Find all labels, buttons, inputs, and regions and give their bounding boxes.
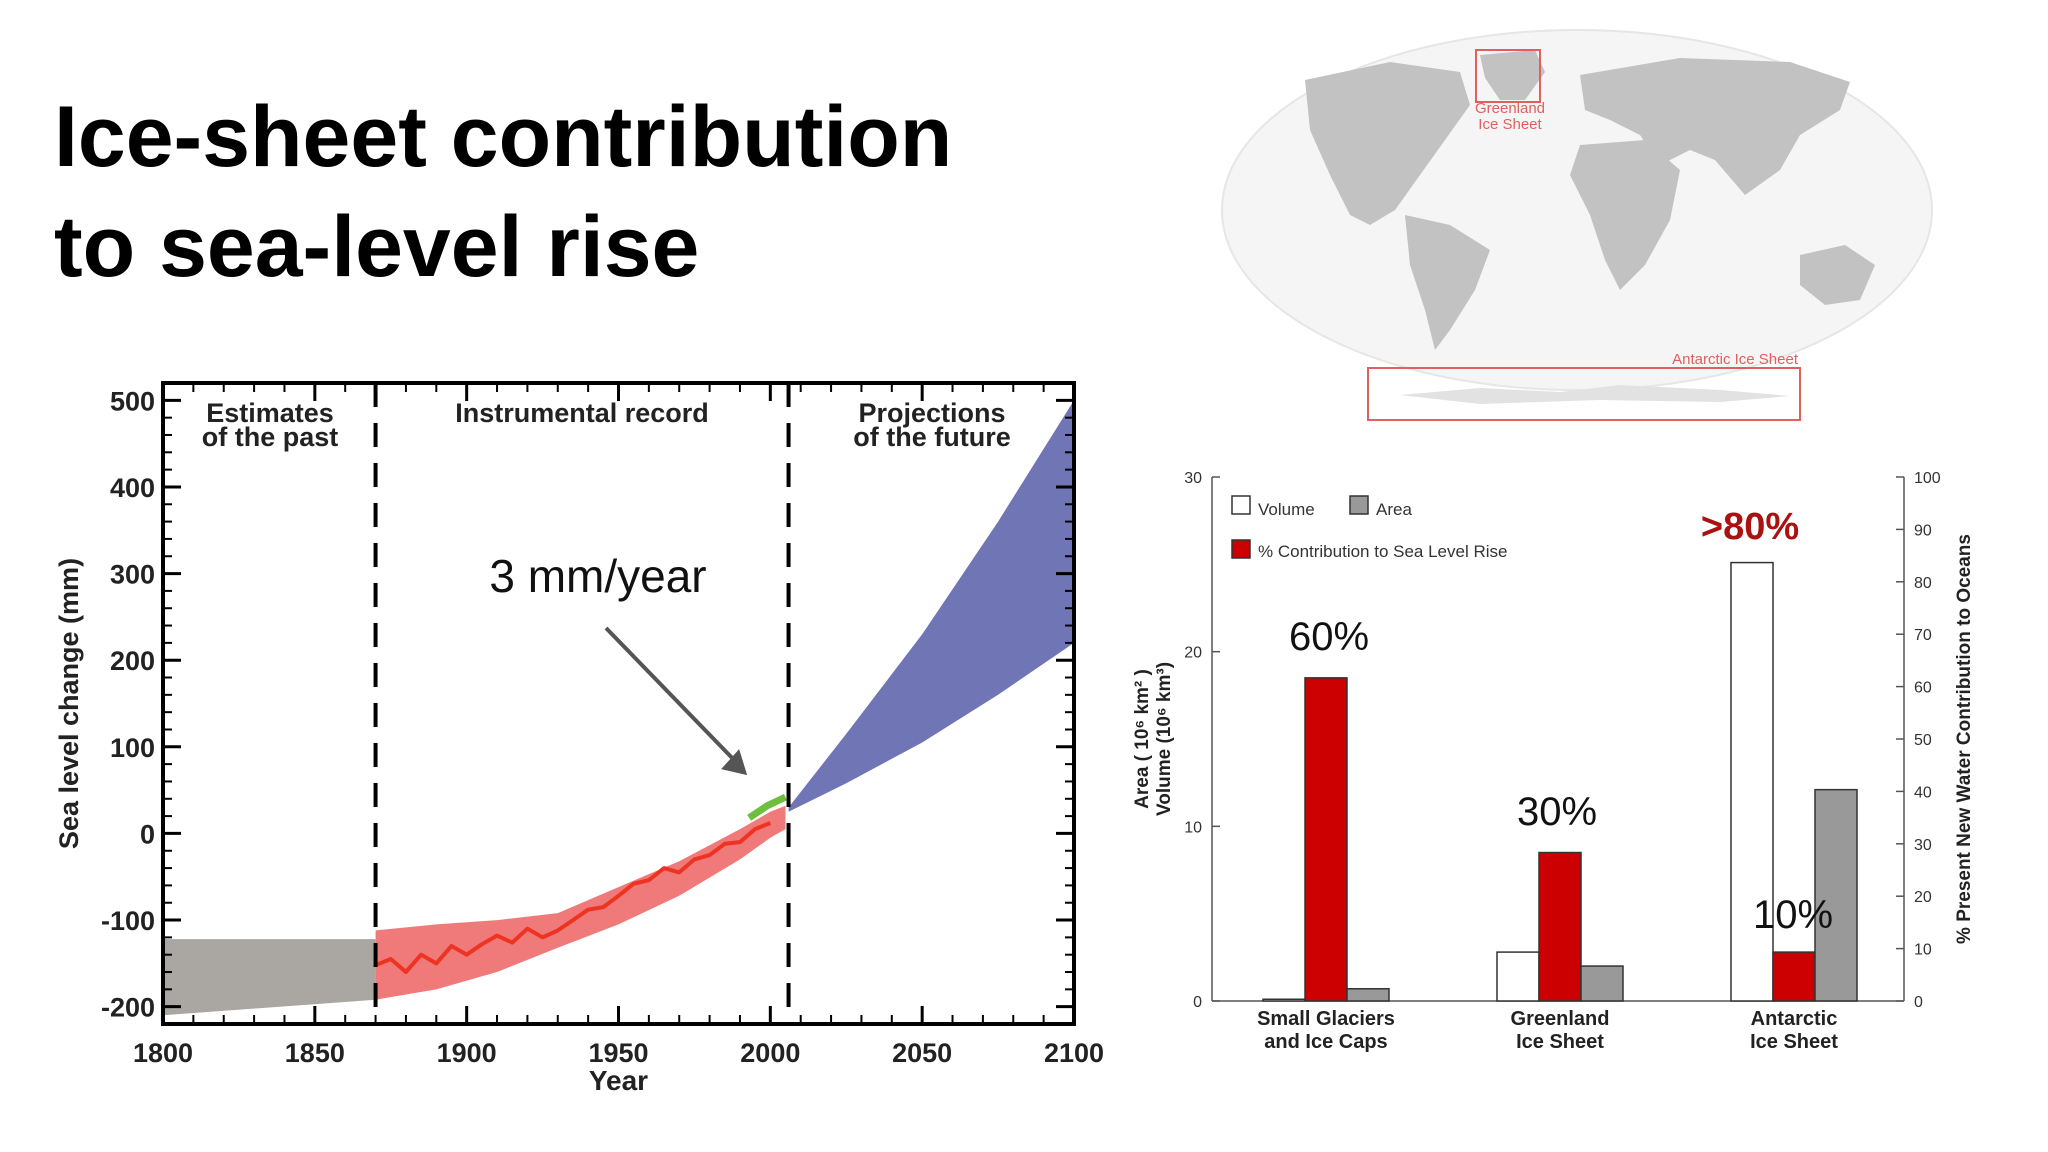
percent-annotation-3: >80%	[1701, 506, 1799, 548]
y-tick-label: 500	[110, 386, 155, 416]
bar-area-2	[1814, 788, 1858, 1002]
bar-volume-1	[1496, 951, 1540, 1002]
section-label-1: Instrumental record	[455, 398, 709, 428]
bar-ylabel-right: % Present New Water Contribution to Ocea…	[1954, 534, 1975, 944]
bar-volume-2	[1730, 561, 1774, 1002]
right-tick-label: 40	[1914, 784, 1932, 801]
slide-title-line1: Ice-sheet contribution	[54, 89, 953, 185]
bar--contribution-to-sea-level-rise-2	[1772, 951, 1816, 1002]
legend-swatch-area	[1349, 495, 1369, 515]
category-label: Greenland	[1511, 1008, 1610, 1030]
right-tick-label: 60	[1914, 680, 1932, 697]
x-tick-label: 1850	[285, 1038, 345, 1068]
category-label: Antarctic	[1751, 1008, 1838, 1030]
x-tick-label: 1950	[588, 1038, 648, 1068]
bar--contribution-to-sea-level-rise-1	[1538, 851, 1582, 1002]
continents	[1305, 50, 1875, 350]
slide-title: Ice-sheet contribution to sea-level rise	[54, 82, 952, 302]
sea-ylabel: Sea level change (mm)	[54, 558, 84, 849]
y-tick-label: -200	[101, 993, 155, 1023]
y-tick-label: -100	[101, 906, 155, 936]
section-label-2: Projections of the future	[853, 398, 1010, 452]
antarctica-highlight: Antarctic Ice Sheet	[1367, 351, 1801, 421]
y-tick-label: 400	[110, 473, 155, 503]
legend-label-area: Area	[1376, 500, 1412, 519]
antarctic-label: Antarctic Ice Sheet	[1672, 351, 1799, 368]
y-tick-label: 0	[140, 819, 155, 849]
sea-band-1	[375, 805, 786, 1000]
percent-annotation-1: 30%	[1517, 790, 1597, 834]
rate-annotation: 3 mm/year	[489, 550, 706, 602]
sea-band-4	[788, 400, 1074, 812]
section-label-0: Estimates of the past	[202, 398, 339, 452]
right-tick-label: 70	[1914, 627, 1932, 644]
category-label: and Ice Caps	[1264, 1031, 1387, 1053]
percent-annotation-2: 10%	[1753, 893, 1833, 937]
legend-swatch-contribution	[1231, 539, 1251, 559]
annotation-arrow-head	[721, 749, 748, 776]
x-tick-label: 1900	[437, 1038, 497, 1068]
x-tick-label: 2000	[740, 1038, 800, 1068]
right-tick-label: 50	[1914, 732, 1932, 749]
left-tick-label: 30	[1184, 470, 1202, 487]
left-tick-label: 0	[1193, 994, 1202, 1011]
sea-band-0	[163, 939, 376, 1016]
right-tick-label: 80	[1914, 575, 1932, 592]
legend-label-volume: Volume	[1258, 500, 1315, 519]
left-tick-label: 10	[1184, 819, 1202, 836]
x-tick-label: 1800	[133, 1038, 193, 1068]
x-tick-label: 2050	[892, 1038, 952, 1068]
legend-label-contribution: % Contribution to Sea Level Rise	[1258, 542, 1507, 561]
bar--contribution-to-sea-level-rise-0	[1304, 677, 1348, 1002]
right-tick-label: 0	[1914, 994, 1923, 1011]
right-tick-label: 20	[1914, 889, 1932, 906]
bar-ylabel-left: Area ( 10⁶ km² )Volume (10⁶ km³)	[1132, 662, 1175, 816]
bar-volume-0	[1262, 998, 1306, 1002]
percent-annotation-0: 60%	[1289, 615, 1369, 659]
y-tick-label: 300	[110, 560, 155, 590]
map-background	[1221, 29, 1933, 391]
continent-australia	[1800, 245, 1875, 305]
y-tick-label: 100	[110, 733, 155, 763]
continent-africa	[1570, 140, 1680, 290]
bar-area-0	[1346, 988, 1390, 1002]
slide-title-line2: to sea-level rise	[54, 199, 700, 295]
category-label: Small Glaciers	[1257, 1008, 1395, 1030]
right-tick-label: 30	[1914, 837, 1932, 854]
continent-south-america	[1405, 215, 1490, 350]
right-tick-label: 100	[1914, 470, 1941, 487]
sea-xlabel: Year	[589, 1065, 648, 1096]
annotation-arrow-shaft	[604, 626, 739, 765]
continent-greenland	[1480, 50, 1545, 100]
category-label: Ice Sheet	[1750, 1031, 1838, 1053]
legend-swatch-volume	[1231, 495, 1251, 515]
greenland-highlight: Greenland Ice Sheet	[1475, 49, 1545, 133]
category-label: Ice Sheet	[1516, 1031, 1604, 1053]
sea-line-3	[747, 793, 787, 821]
y-tick-label: 200	[110, 646, 155, 676]
sea-line-2	[374, 821, 772, 974]
greenland-label: Greenland Ice Sheet	[1475, 100, 1545, 133]
continent-antarctica	[1400, 385, 1790, 404]
sea-plot-frame	[161, 381, 1076, 1026]
continent-north-america	[1305, 62, 1470, 225]
left-tick-label: 20	[1184, 645, 1202, 662]
right-tick-label: 10	[1914, 942, 1932, 959]
bar-area-1	[1580, 965, 1624, 1002]
continent-eurasia	[1580, 58, 1850, 195]
x-tick-label: 2100	[1044, 1038, 1104, 1068]
right-tick-label: 90	[1914, 522, 1932, 539]
